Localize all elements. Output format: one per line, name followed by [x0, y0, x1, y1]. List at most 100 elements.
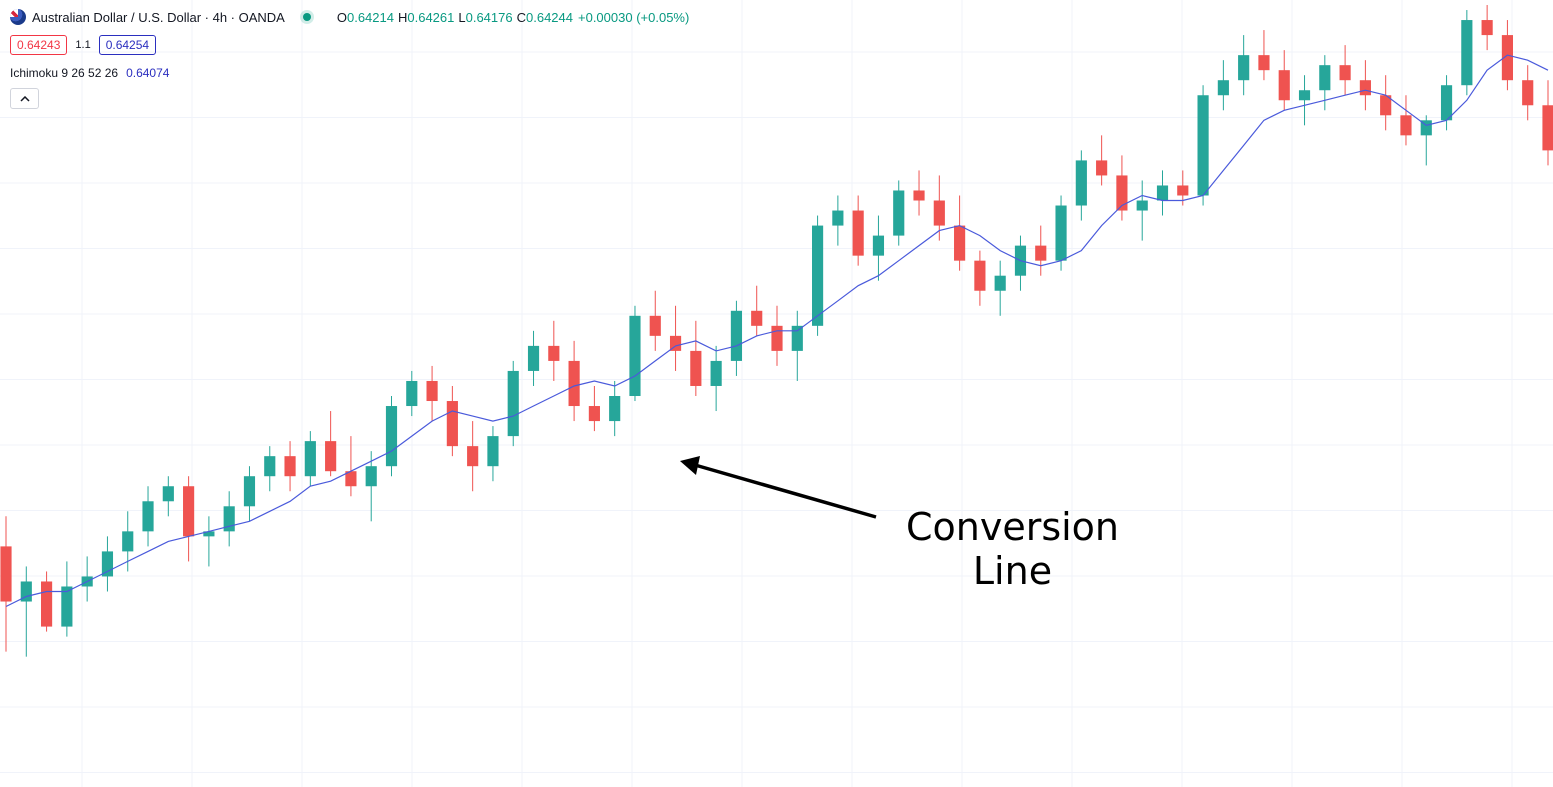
candle-body	[609, 396, 621, 422]
candle-body	[385, 406, 398, 467]
candle	[1339, 45, 1351, 96]
candle-body	[1197, 95, 1209, 196]
chevron-up-icon	[19, 95, 30, 102]
candle	[933, 175, 945, 241]
candle	[588, 385, 600, 432]
candle-body	[1501, 35, 1514, 81]
candle	[568, 340, 580, 422]
candle-body	[811, 225, 824, 326]
candle	[446, 385, 458, 457]
sell-price-button[interactable]: 0.64243	[10, 35, 68, 55]
indicator-title[interactable]: Ichimoku 9 26 52 26	[10, 66, 119, 80]
candle-body	[669, 335, 682, 351]
candle-body	[1542, 105, 1553, 151]
candle	[1461, 10, 1473, 96]
conversion-line	[5, 54, 1549, 608]
candle	[1359, 60, 1371, 111]
candle-body	[264, 456, 276, 477]
candle-body	[1420, 120, 1432, 136]
candle-body	[1096, 160, 1108, 176]
candle-body	[527, 345, 540, 371]
candle	[832, 195, 844, 246]
candle	[162, 476, 174, 517]
candle	[183, 476, 195, 562]
candle	[1217, 60, 1229, 111]
candle-body	[142, 501, 154, 532]
candle-body	[40, 581, 53, 627]
candle-body	[690, 350, 702, 386]
candle	[649, 290, 661, 351]
candle-body	[1359, 80, 1371, 96]
candle-body	[122, 531, 134, 552]
candle	[203, 516, 215, 567]
candle-body	[1319, 65, 1331, 91]
indicator-value: 0.64074	[126, 66, 170, 80]
candle-body	[345, 471, 357, 487]
candle-body	[101, 551, 114, 577]
candle	[1055, 195, 1067, 271]
candle-body	[791, 325, 803, 351]
high-value: 0.64261	[407, 9, 455, 25]
candle	[1380, 75, 1392, 131]
candle-body	[649, 315, 661, 336]
candle	[751, 285, 763, 336]
candle-body	[974, 260, 986, 291]
candle-body	[913, 190, 925, 201]
candle-body	[243, 476, 256, 507]
candle-body	[507, 370, 519, 437]
candle	[1156, 170, 1169, 216]
candle	[1522, 65, 1534, 121]
candle-body	[771, 325, 783, 351]
candle-body	[893, 190, 905, 236]
candle	[264, 446, 276, 492]
candle-body	[406, 380, 418, 407]
annotation-arrow	[680, 456, 877, 519]
candle-body	[426, 380, 438, 402]
buy-price-button[interactable]: 0.64254	[98, 35, 157, 55]
candle	[0, 516, 12, 652]
candle-body	[751, 310, 763, 326]
candle	[710, 345, 722, 412]
candle	[791, 310, 803, 381]
symbol-legend: Australian Dollar / U.S. Dollar · 4h · O…	[10, 9, 689, 25]
candle	[345, 436, 357, 497]
candle	[1035, 225, 1047, 276]
candle-body	[872, 235, 885, 256]
candle-body	[325, 441, 337, 472]
candle-body	[304, 441, 316, 477]
candle	[507, 360, 519, 447]
candle	[487, 426, 499, 482]
candle-body	[365, 466, 377, 487]
close-value: 0.64244	[526, 9, 573, 25]
candle	[1014, 235, 1027, 291]
candle	[1238, 35, 1250, 96]
candle-body	[1440, 85, 1453, 121]
candle	[426, 365, 438, 422]
candles-layer	[0, 5, 1553, 657]
candle	[467, 421, 479, 492]
candle	[122, 511, 134, 572]
candle-body	[1177, 185, 1189, 196]
collapse-legend-button[interactable]	[10, 88, 39, 109]
candle	[325, 411, 337, 477]
annotation-line-1: Conversion	[905, 505, 1120, 549]
indicator-legend[interactable]: Ichimoku 9 26 52 26 0.64074	[10, 66, 169, 80]
close-label: C	[516, 9, 526, 25]
candle	[527, 330, 540, 386]
symbol-title[interactable]: Australian Dollar / U.S. Dollar · 4h · O…	[32, 9, 285, 25]
candle	[1136, 180, 1148, 241]
candle-body	[487, 436, 499, 467]
candle	[61, 561, 73, 637]
candle-body	[1258, 55, 1270, 71]
candle	[385, 396, 398, 477]
market-open-icon	[302, 13, 311, 21]
candle	[40, 571, 53, 632]
candle	[1400, 95, 1412, 146]
candle-body	[710, 360, 722, 386]
candle	[1542, 80, 1553, 166]
bid-ask-row: 0.64243 1.1 0.64254	[10, 35, 157, 55]
candle-body	[730, 310, 743, 361]
candle	[730, 300, 743, 376]
